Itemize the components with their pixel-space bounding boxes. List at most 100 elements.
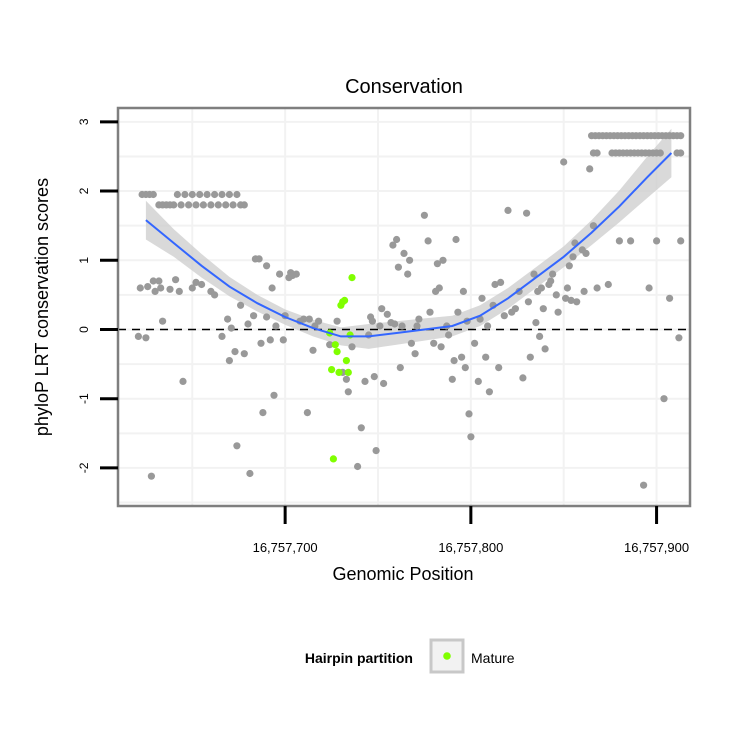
- data-point: [134, 332, 142, 340]
- y-tick-label: 0: [77, 326, 91, 333]
- data-point: [615, 237, 624, 245]
- data-point: [348, 343, 356, 351]
- data-point: [142, 334, 150, 342]
- data-point: [344, 388, 352, 396]
- data-point: [406, 256, 414, 264]
- data-point: [484, 322, 492, 330]
- mature-point: [342, 357, 350, 365]
- y-tick-label: 2: [77, 187, 91, 194]
- legend-key-mature-point: [443, 652, 451, 660]
- y-axis-title: phyloP LRT conservation scores: [32, 178, 52, 436]
- data-point: [370, 373, 378, 381]
- data-point: [166, 285, 174, 293]
- data-point: [315, 317, 323, 325]
- data-point: [207, 201, 215, 209]
- data-point: [526, 353, 534, 361]
- data-point: [478, 294, 486, 302]
- smooth-curve: [145, 152, 673, 338]
- data-point: [433, 260, 441, 268]
- data-point: [231, 348, 239, 356]
- confidence-band: [145, 128, 672, 349]
- mature-point: [344, 368, 352, 376]
- data-point: [144, 283, 152, 291]
- data-point: [192, 201, 200, 209]
- data-point: [170, 201, 178, 209]
- data-point: [300, 315, 308, 323]
- data-point: [263, 262, 271, 270]
- data-point: [188, 284, 196, 292]
- data-point: [326, 341, 334, 349]
- data-point: [292, 270, 300, 278]
- data-point: [666, 294, 674, 302]
- data-point: [175, 287, 183, 295]
- data-point: [279, 336, 287, 344]
- smooth-fit-line: [145, 152, 673, 338]
- data-point: [582, 249, 590, 257]
- data-point: [465, 410, 473, 418]
- data-point: [549, 270, 557, 278]
- data-point: [573, 298, 581, 306]
- data-point: [445, 331, 453, 339]
- data-point: [459, 287, 467, 295]
- data-point: [198, 280, 206, 289]
- data-point: [656, 149, 664, 157]
- data-point: [196, 190, 204, 199]
- data-point: [547, 277, 555, 285]
- data-point: [309, 346, 317, 354]
- y-tick-label: 3: [77, 118, 91, 125]
- mature-point: [346, 331, 354, 339]
- data-point: [495, 364, 503, 372]
- data-point: [177, 201, 185, 209]
- x-axis-title: Genomic Position: [332, 564, 473, 584]
- y-tick-label: -2: [77, 462, 91, 473]
- data-point: [552, 291, 560, 299]
- data-point: [415, 315, 423, 323]
- data-point: [677, 237, 685, 245]
- data-point: [211, 291, 219, 299]
- data-point: [511, 305, 519, 313]
- plot-panel-border: [116, 106, 692, 508]
- data-point: [524, 298, 533, 306]
- data-point: [222, 201, 230, 209]
- data-point: [400, 249, 408, 257]
- grid-lines: [118, 108, 690, 506]
- data-point: [537, 284, 546, 292]
- data-point: [645, 284, 653, 292]
- data-point: [458, 353, 466, 361]
- confidence-ribbon: [145, 128, 672, 349]
- data-point: [157, 284, 165, 292]
- data-point: [413, 322, 421, 330]
- data-point: [448, 375, 456, 383]
- data-point: [677, 149, 685, 157]
- data-point: [214, 201, 222, 209]
- data-point: [500, 312, 508, 320]
- data-point: [660, 395, 668, 403]
- data-point: [211, 190, 219, 199]
- data-point: [420, 211, 428, 219]
- data-point: [173, 190, 181, 199]
- data-point: [181, 190, 189, 199]
- data-point: [257, 339, 265, 347]
- x-tick-label: 16,757,900: [624, 540, 689, 555]
- data-point: [147, 472, 155, 480]
- data-point: [530, 270, 538, 278]
- x-axis: 16,757,700 16,757,800 16,757,900: [253, 506, 689, 555]
- mature-point: [333, 348, 341, 356]
- mature-point: [328, 366, 336, 374]
- data-point: [240, 350, 248, 358]
- data-point: [250, 312, 258, 320]
- data-point: [136, 284, 144, 292]
- data-point: [372, 447, 380, 455]
- chart-title: Conservation: [345, 76, 463, 98]
- data-point: [354, 462, 362, 471]
- data-point: [376, 322, 384, 330]
- data-point: [342, 375, 350, 383]
- data-point: [604, 280, 612, 289]
- data-point: [627, 237, 635, 245]
- data-point: [437, 343, 445, 351]
- data-point: [224, 315, 232, 323]
- data-point: [450, 357, 458, 365]
- data-point: [276, 270, 284, 278]
- data-point: [244, 320, 252, 328]
